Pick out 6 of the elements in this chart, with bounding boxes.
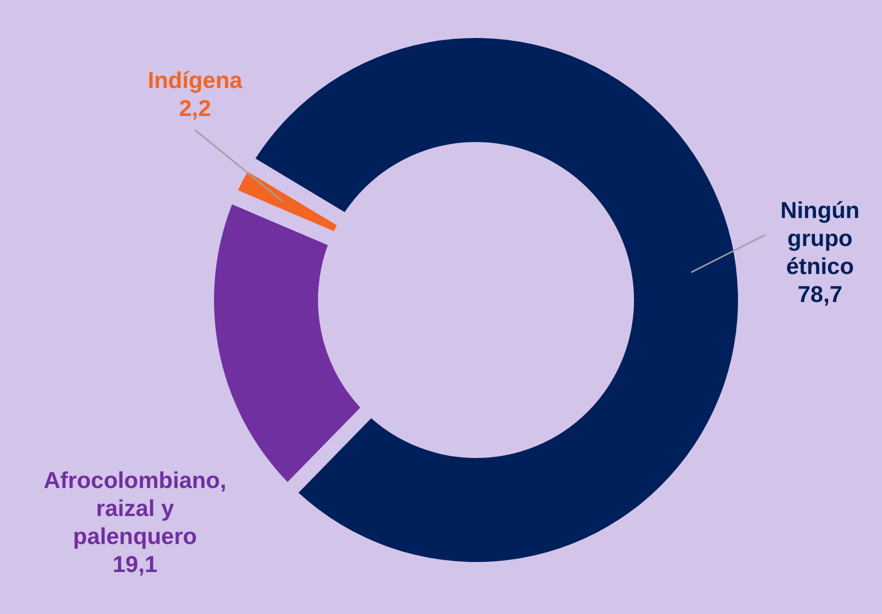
data-label: 19,1 [112,551,158,577]
slice-label: Ningún grupo étnico [780,197,860,279]
data-label: 78,7 [798,281,842,307]
slice-label: Afrocolombiano, raizal y palenquero [44,467,226,549]
slice-label: Indígena [148,67,242,93]
data-label: 2,2 [179,95,211,121]
